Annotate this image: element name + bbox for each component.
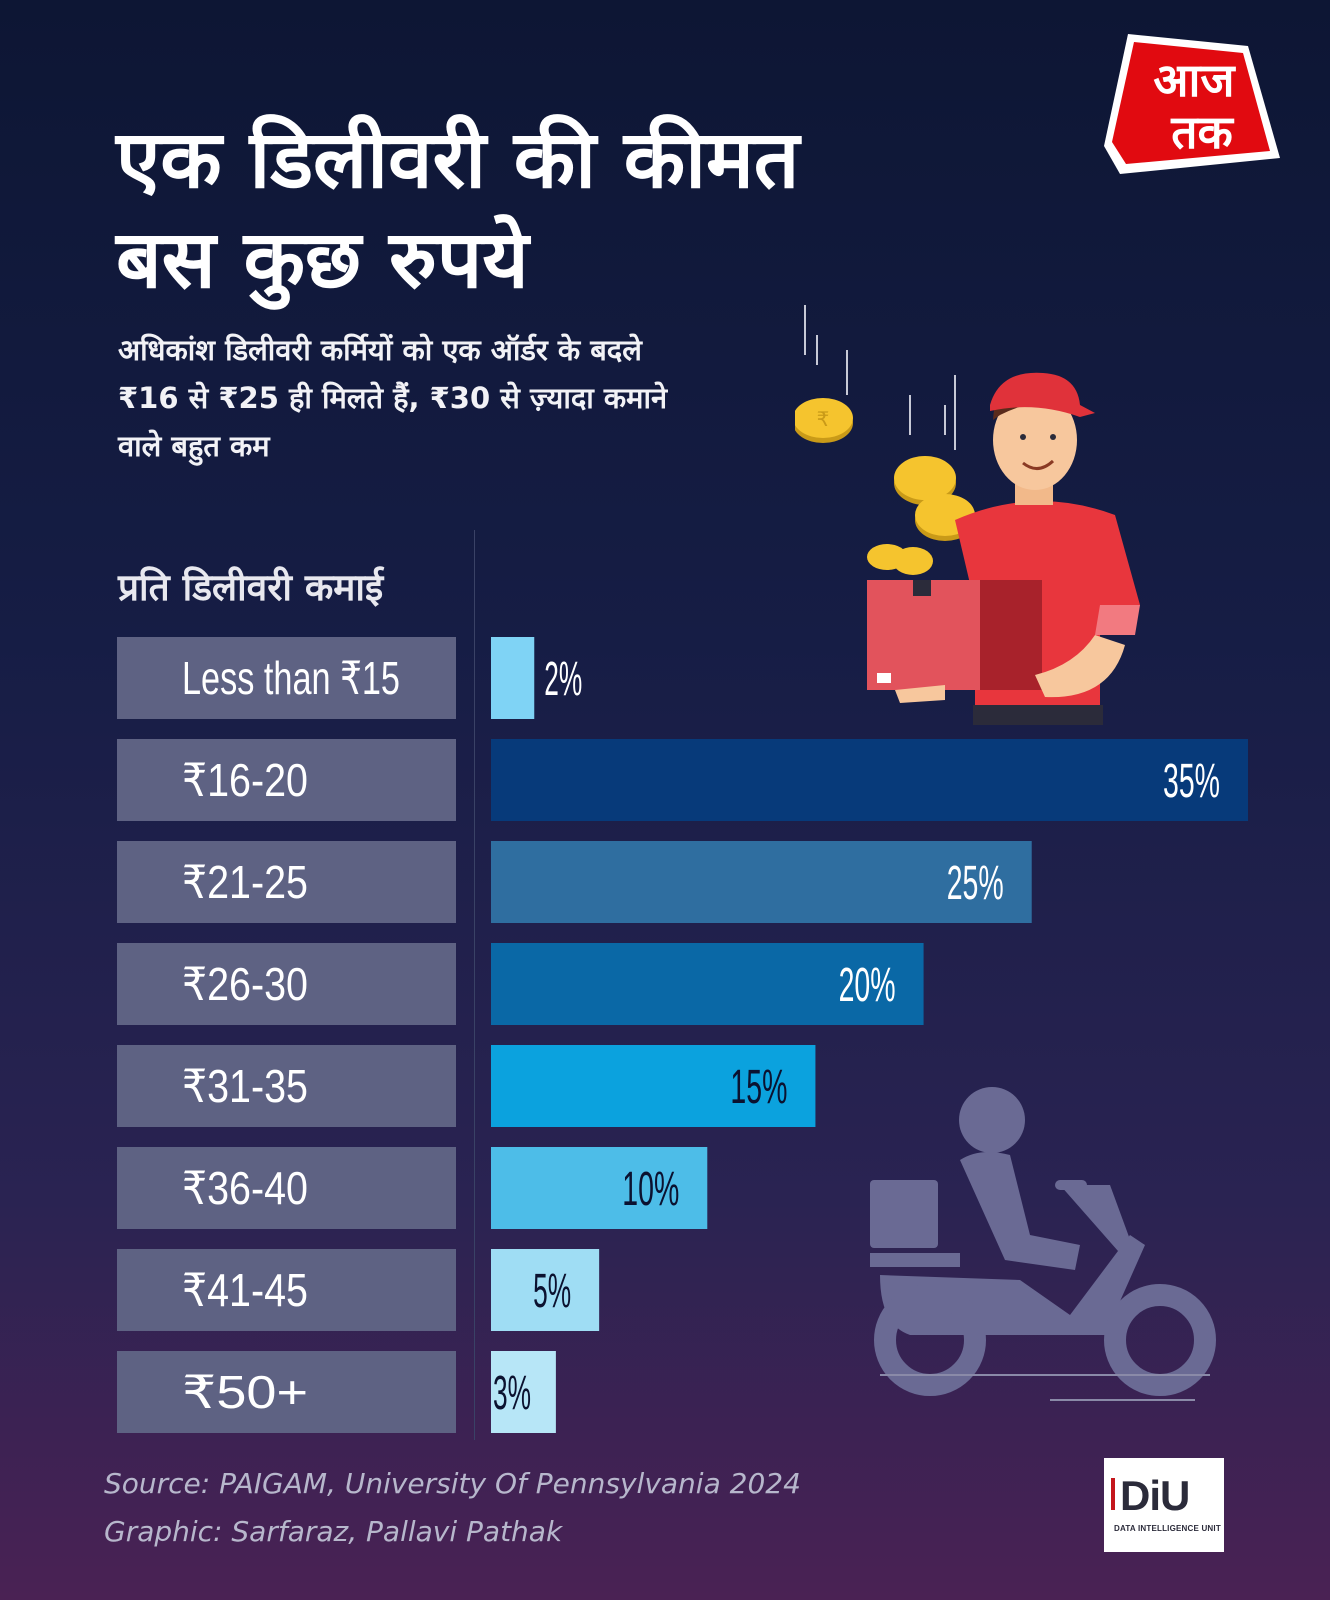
bar xyxy=(491,1351,556,1433)
category-box xyxy=(117,739,456,821)
footer-credits: Source: PAIGAM, University Of Pennsylvan… xyxy=(104,1460,801,1556)
bar xyxy=(491,739,1248,821)
category-label: Less than ₹15 xyxy=(182,652,400,704)
title-line-1: एक डिलीवरी की कीमत xyxy=(116,113,800,206)
bar xyxy=(491,1045,816,1127)
category-label: ₹31-35 xyxy=(182,1060,308,1112)
category-box xyxy=(117,1351,456,1433)
category-label: ₹41-45 xyxy=(182,1264,308,1316)
bar xyxy=(491,1249,600,1331)
category-box xyxy=(117,943,456,1025)
page-title: एक डिलीवरी की कीमत बस कुछ रुपये xyxy=(116,110,876,310)
logo-text-line2: तक xyxy=(1170,105,1234,159)
subtitle: अधिकांश डिलीवरी कर्मियों को एक ऑर्डर के … xyxy=(118,333,668,463)
data-label: 10% xyxy=(622,1163,679,1216)
title-line-2: बस कुछ रुपये xyxy=(116,213,529,306)
aaj-tak-logo-icon: आज तक xyxy=(1104,34,1280,174)
bar xyxy=(491,943,924,1025)
axis-heading: प्रति डिलीवरी कमाई xyxy=(118,566,384,609)
category-box xyxy=(117,841,456,923)
delivery-man-icon: ₹ xyxy=(795,305,1140,725)
data-label: 3% xyxy=(493,1367,531,1420)
data-label: 5% xyxy=(533,1265,571,1318)
bar xyxy=(491,1147,708,1229)
category-box xyxy=(117,1147,456,1229)
graphic-credit: Graphic: Sarfaraz, Pallavi Pathak xyxy=(104,1515,563,1548)
chart-divider xyxy=(474,530,475,1440)
category-label: ₹26-30 xyxy=(182,958,308,1010)
diu-bracket-icon xyxy=(1111,1478,1115,1510)
data-label: 20% xyxy=(839,959,896,1012)
diu-logo: DiU DATA INTELLIGENCE UNIT xyxy=(1104,1458,1224,1552)
category-label: ₹16-20 xyxy=(182,754,308,806)
diu-logo-text: DiU xyxy=(1120,1472,1190,1519)
data-label: 2% xyxy=(544,653,582,706)
diu-unit-name: DATA INTELLIGENCE UNIT xyxy=(1114,1524,1221,1533)
bar xyxy=(491,637,535,719)
bar xyxy=(491,841,1032,923)
svg-text:₹: ₹ xyxy=(817,407,830,431)
rupee-coin-icon: ₹ xyxy=(795,398,853,443)
category-label: ₹21-25 xyxy=(182,856,308,908)
category-box xyxy=(117,637,456,719)
source-text: Source: PAIGAM, University Of Pennsylvan… xyxy=(104,1467,801,1500)
category-label: ₹50+ xyxy=(182,1366,308,1418)
category-label: ₹36-40 xyxy=(182,1162,308,1214)
category-box xyxy=(117,1249,456,1331)
data-label: 35% xyxy=(1163,755,1220,808)
scooter-rider-icon xyxy=(870,1087,1216,1401)
logo-text-line1: आज xyxy=(1153,53,1236,107)
category-box xyxy=(117,1045,456,1127)
data-label: 25% xyxy=(947,857,1004,910)
data-label: 15% xyxy=(730,1061,787,1114)
